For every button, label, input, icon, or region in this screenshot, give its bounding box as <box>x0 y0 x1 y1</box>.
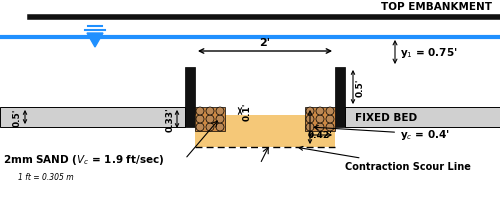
Text: 0.42': 0.42' <box>308 131 332 140</box>
Circle shape <box>326 115 334 123</box>
Text: y$_c$ = 0.4': y$_c$ = 0.4' <box>314 126 450 141</box>
Circle shape <box>316 123 324 131</box>
Circle shape <box>326 107 334 115</box>
Bar <box>305 107 335 131</box>
Text: TOP EMBANKMENT: TOP EMBANKMENT <box>381 2 492 12</box>
Circle shape <box>196 115 204 123</box>
Text: FIXED BED: FIXED BED <box>355 112 417 122</box>
Bar <box>0 107 185 127</box>
Text: 2': 2' <box>260 38 270 48</box>
Text: 0.33': 0.33' <box>166 107 175 132</box>
Circle shape <box>306 123 314 131</box>
Text: 0.5': 0.5' <box>356 78 365 97</box>
Circle shape <box>306 115 314 123</box>
Bar <box>335 68 345 127</box>
Circle shape <box>196 107 204 115</box>
Text: 2mm SAND ($V_c$ = 1.9 ft/sec): 2mm SAND ($V_c$ = 1.9 ft/sec) <box>3 152 164 166</box>
Circle shape <box>216 115 224 123</box>
Polygon shape <box>87 34 103 48</box>
Circle shape <box>216 123 224 131</box>
Circle shape <box>206 115 214 123</box>
Bar <box>195 107 225 131</box>
Circle shape <box>216 107 224 115</box>
Circle shape <box>326 123 334 131</box>
Bar <box>195 115 335 147</box>
Text: 0.5': 0.5' <box>13 108 22 127</box>
Circle shape <box>206 107 214 115</box>
Text: Contraction Scour Line: Contraction Scour Line <box>299 147 471 171</box>
Bar <box>345 107 500 127</box>
Circle shape <box>316 115 324 123</box>
Circle shape <box>306 107 314 115</box>
Text: y$_1$ = 0.75': y$_1$ = 0.75' <box>400 46 458 60</box>
Circle shape <box>206 123 214 131</box>
Bar <box>185 68 195 127</box>
Circle shape <box>196 123 204 131</box>
Text: 1 ft = 0.305 m: 1 ft = 0.305 m <box>18 173 74 182</box>
Text: 0.1': 0.1' <box>243 102 252 121</box>
Circle shape <box>316 107 324 115</box>
